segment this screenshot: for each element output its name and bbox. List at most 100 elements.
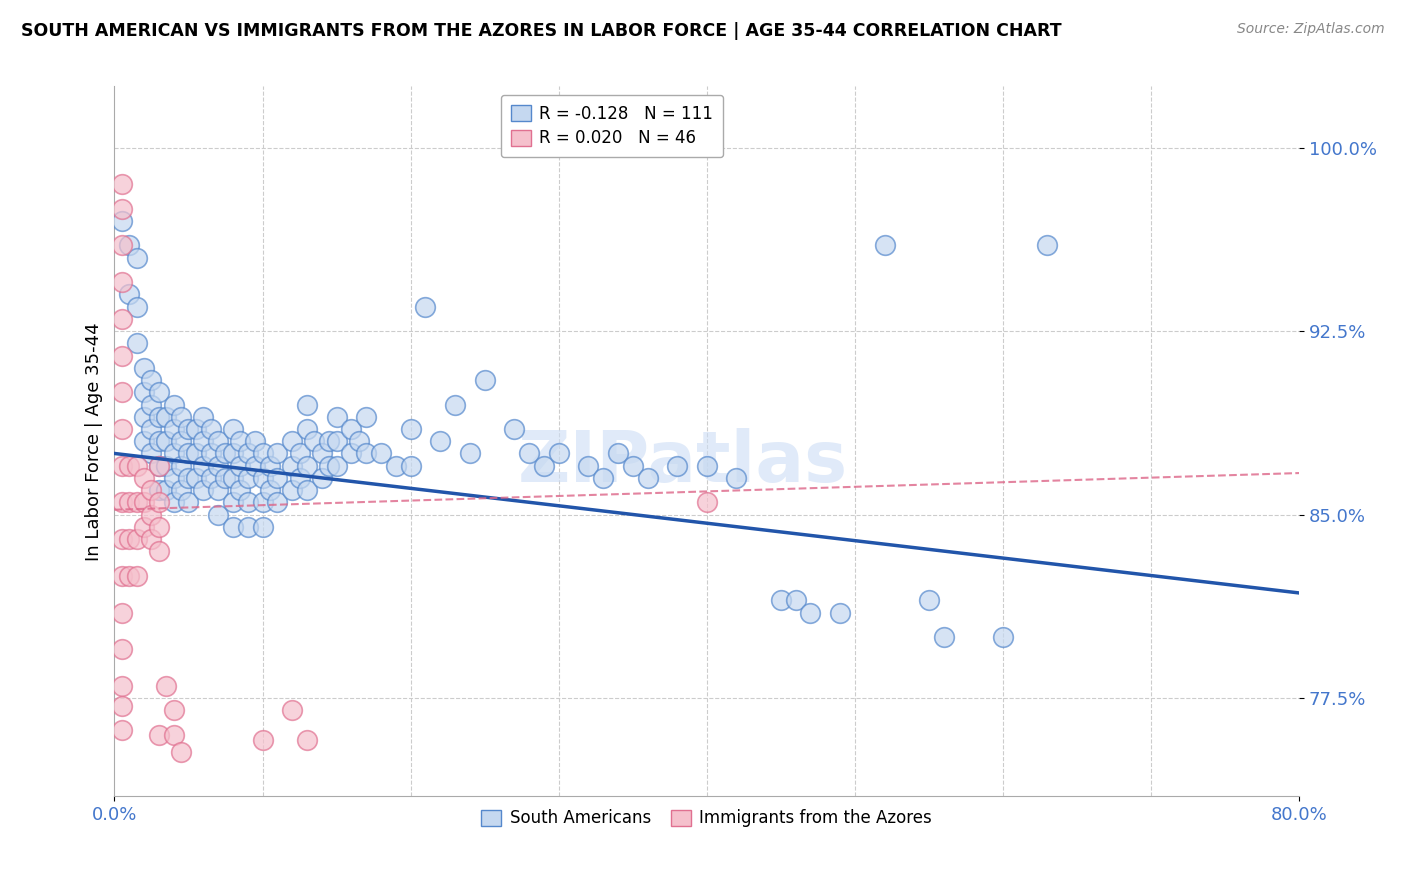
Point [118, 532, 141, 546]
Point [288, 446, 311, 460]
Point [184, 422, 207, 436]
Point [148, 483, 170, 498]
Point [295, 458, 318, 473]
Point [111, 238, 134, 252]
Point [399, 458, 422, 473]
Point [125, 569, 148, 583]
Point [148, 458, 170, 473]
Point [222, 422, 245, 436]
Point [266, 495, 288, 509]
Point [252, 732, 274, 747]
Point [785, 593, 807, 607]
Point [111, 458, 134, 473]
Point [318, 458, 340, 473]
Point [429, 434, 451, 449]
Point [111, 698, 134, 713]
Point [266, 446, 288, 460]
Point [111, 642, 134, 657]
Point [304, 434, 326, 449]
Point [141, 483, 163, 498]
Point [148, 385, 170, 400]
Text: ZIPatlas: ZIPatlas [517, 428, 848, 497]
Point [148, 458, 170, 473]
Point [354, 409, 377, 424]
Point [207, 458, 229, 473]
Point [259, 483, 281, 498]
Point [236, 520, 259, 534]
Point [281, 483, 304, 498]
Point [111, 178, 134, 192]
Point [311, 471, 333, 485]
Point [163, 446, 186, 460]
Point [311, 446, 333, 460]
Point [222, 471, 245, 485]
Point [148, 728, 170, 742]
Point [111, 214, 134, 228]
Point [200, 471, 222, 485]
Point [252, 446, 274, 460]
Point [696, 495, 718, 509]
Point [592, 471, 614, 485]
Point [295, 483, 318, 498]
Point [170, 434, 193, 449]
Point [155, 409, 177, 424]
Point [193, 483, 215, 498]
Point [214, 471, 236, 485]
Point [111, 495, 134, 509]
Point [222, 446, 245, 460]
Point [111, 679, 134, 693]
Point [118, 287, 141, 301]
Point [177, 471, 200, 485]
Point [141, 397, 163, 411]
Point [163, 495, 186, 509]
Point [111, 275, 134, 289]
Point [193, 458, 215, 473]
Point [170, 745, 193, 759]
Point [118, 569, 141, 583]
Point [799, 606, 821, 620]
Point [207, 483, 229, 498]
Point [132, 471, 155, 485]
Point [125, 300, 148, 314]
Point [132, 495, 155, 509]
Point [155, 483, 177, 498]
Point [243, 434, 266, 449]
Point [769, 593, 792, 607]
Point [207, 508, 229, 522]
Point [918, 593, 941, 607]
Point [229, 483, 252, 498]
Point [200, 422, 222, 436]
Point [295, 422, 318, 436]
Point [229, 434, 252, 449]
Point [125, 458, 148, 473]
Point [118, 238, 141, 252]
Point [177, 446, 200, 460]
Point [725, 471, 748, 485]
Point [281, 458, 304, 473]
Point [177, 495, 200, 509]
Point [170, 483, 193, 498]
Point [148, 434, 170, 449]
Point [132, 360, 155, 375]
Point [288, 471, 311, 485]
Point [155, 679, 177, 693]
Point [177, 422, 200, 436]
Point [370, 446, 392, 460]
Point [873, 238, 896, 252]
Point [266, 471, 288, 485]
Point [170, 409, 193, 424]
Point [148, 409, 170, 424]
Point [163, 703, 186, 717]
Point [830, 606, 852, 620]
Point [222, 520, 245, 534]
Point [607, 446, 630, 460]
Point [193, 409, 215, 424]
Point [325, 409, 347, 424]
Point [184, 446, 207, 460]
Point [474, 373, 496, 387]
Point [132, 385, 155, 400]
Point [163, 422, 186, 436]
Point [111, 349, 134, 363]
Point [125, 251, 148, 265]
Point [340, 446, 363, 460]
